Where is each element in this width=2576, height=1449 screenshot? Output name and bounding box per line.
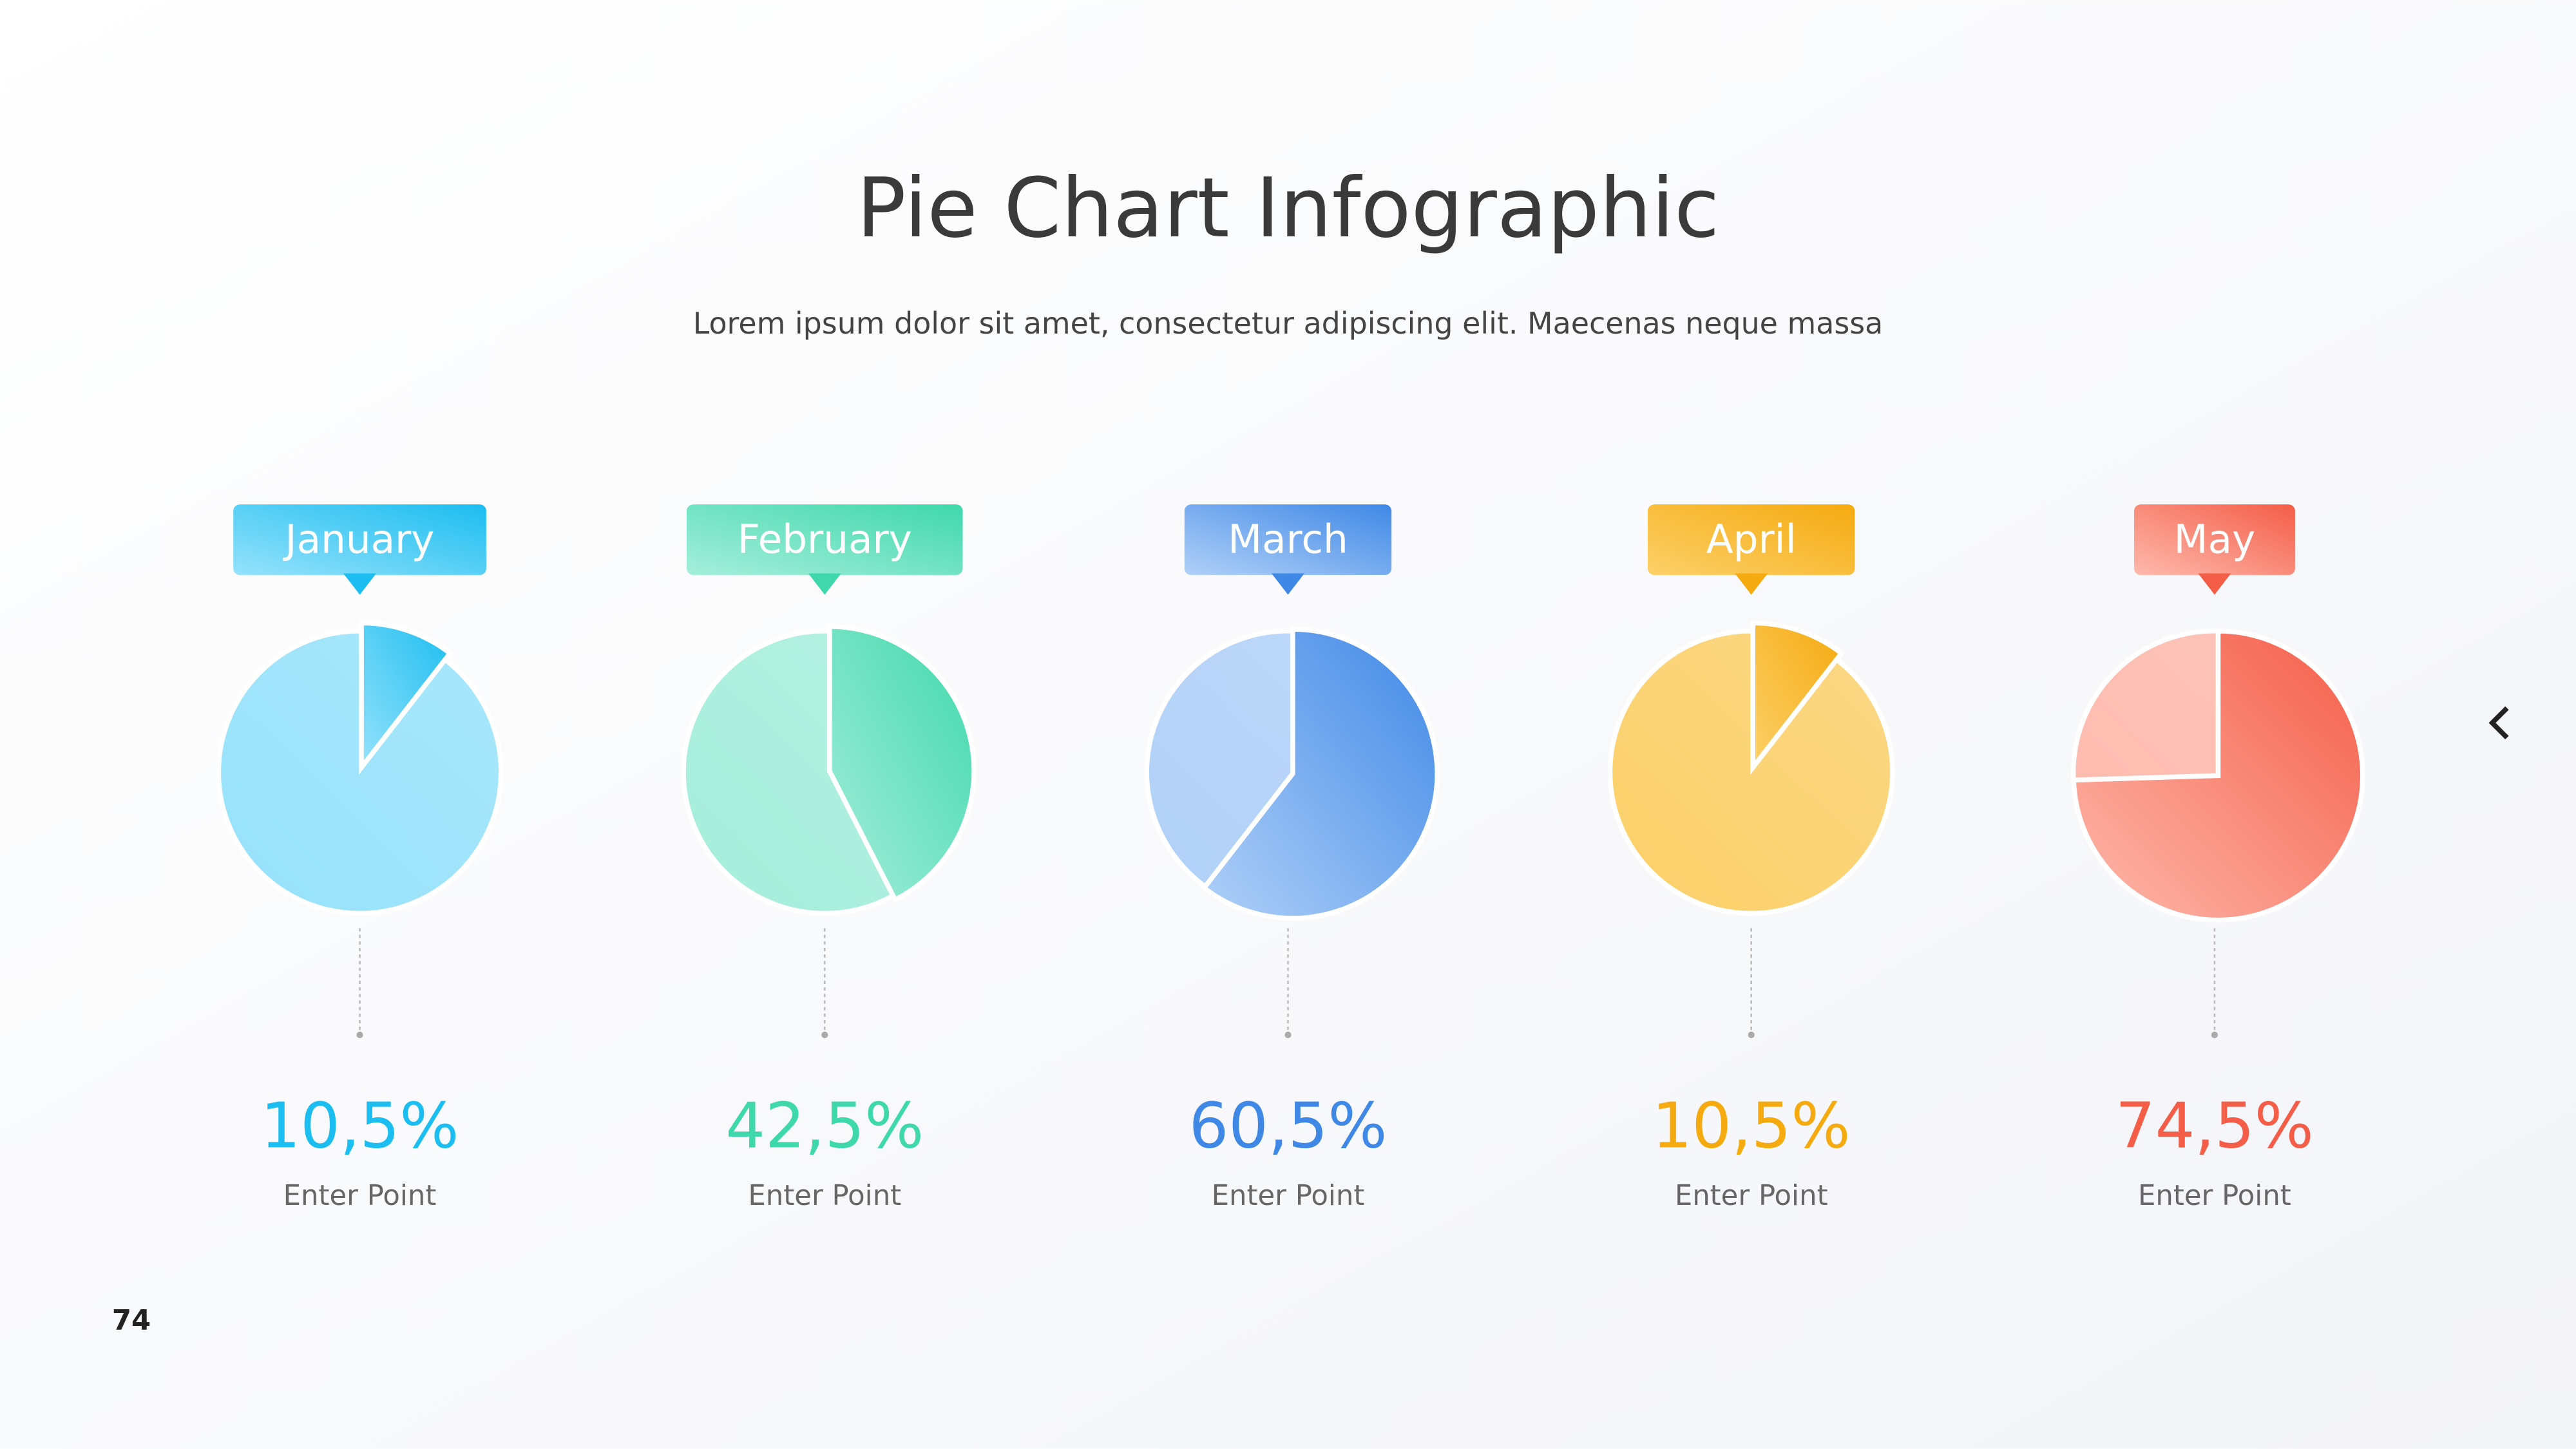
- month-label: April: [1706, 517, 1797, 563]
- previous-arrow[interactable]: [2488, 706, 2509, 740]
- label-pointer: [2198, 573, 2231, 595]
- page-number: 74: [112, 1305, 151, 1337]
- label-pointer: [1271, 573, 1305, 595]
- caption: Enter Point: [1675, 1180, 1828, 1212]
- pie-slice: [2071, 629, 2365, 923]
- label-box: [2133, 504, 2295, 575]
- value-label: 74,5%: [2115, 1089, 2314, 1162]
- value-label: 10,5%: [1652, 1089, 1851, 1162]
- month-label: March: [1228, 517, 1348, 563]
- label-box: [687, 504, 963, 575]
- caption: Enter Point: [283, 1180, 437, 1212]
- connector-dot: [1284, 1031, 1292, 1039]
- value-label: 42,5%: [725, 1089, 924, 1162]
- value-label: 60,5%: [1189, 1089, 1388, 1162]
- caption: Enter Point: [748, 1180, 901, 1212]
- month-label: January: [283, 517, 435, 563]
- label-pointer: [1735, 573, 1768, 595]
- pie-slice: [826, 623, 977, 904]
- label-box: [233, 504, 486, 575]
- subtitle: Lorem ipsum dolor sit amet, consectetur …: [693, 306, 1884, 341]
- connector-dot: [2211, 1031, 2218, 1039]
- value-label: 10,5%: [261, 1089, 459, 1162]
- connector-dot: [821, 1031, 828, 1039]
- label-box: [1184, 504, 1392, 575]
- pie-slice: [1200, 627, 1440, 921]
- label-pointer: [808, 573, 841, 595]
- month-label: February: [738, 517, 912, 563]
- caption: Enter Point: [1212, 1180, 1365, 1212]
- month-label: May: [2174, 517, 2256, 563]
- slide-title: Pie Chart Infographic: [857, 161, 1719, 256]
- label-pointer: [343, 573, 377, 595]
- connector-dot: [1748, 1031, 1755, 1039]
- pie-slice: [1750, 620, 1846, 775]
- pie-slice: [359, 620, 453, 775]
- connector-dot: [356, 1031, 363, 1039]
- label-box: [1648, 504, 1855, 575]
- caption: Enter Point: [2138, 1180, 2291, 1212]
